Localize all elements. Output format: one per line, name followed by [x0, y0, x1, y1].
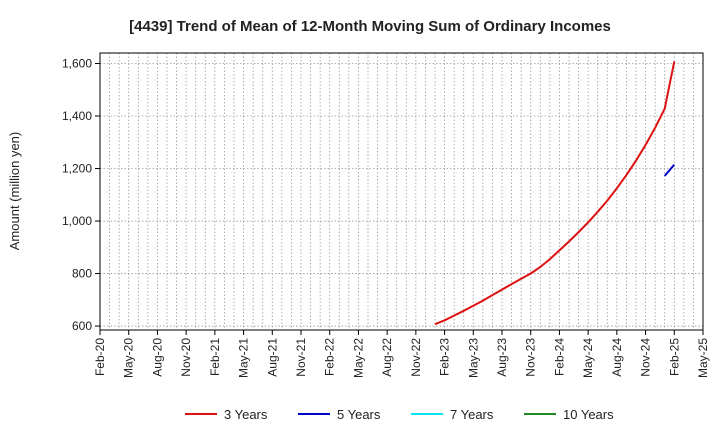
x-tick-label: Feb-25: [667, 338, 681, 376]
y-tick-label: 800: [72, 267, 92, 281]
y-tick-label: 1,000: [62, 214, 92, 228]
legend-label: 10 Years: [563, 407, 614, 422]
x-tick-label: Nov-21: [294, 338, 308, 377]
x-tick-label: Nov-20: [179, 338, 193, 377]
y-axis-label: Amount (million yen): [7, 132, 22, 251]
x-tick-label: Nov-24: [639, 338, 653, 377]
x-tick-label: May-20: [122, 338, 136, 378]
series-layer: [434, 61, 676, 326]
series-line-1: [663, 163, 676, 177]
legend-label: 7 Years: [450, 407, 494, 422]
y-tick-labels: 600 800 1,000 1,200 1,400 1,600: [62, 57, 100, 333]
x-tick-label: May-21: [237, 338, 251, 378]
series-line-0: [434, 61, 676, 326]
legend: 3 Years 5 Years 7 Years 10 Years: [185, 407, 614, 422]
y-tick-label: 1,200: [62, 162, 92, 176]
x-tick-label: Feb-24: [552, 338, 566, 376]
x-tick-label: May-22: [351, 338, 365, 378]
x-tick-label: May-25: [696, 338, 710, 378]
x-tick-labels: Feb-20 May-20 Aug-20 Nov-20 Feb-21 May-21 Aug-…: [93, 330, 710, 378]
x-tick-label: May-23: [466, 338, 480, 378]
x-tick-label: Feb-22: [323, 338, 337, 376]
x-tick-label: Feb-20: [93, 338, 107, 376]
x-tick-label: Aug-22: [380, 338, 394, 377]
y-tick-label: 1,400: [62, 109, 92, 123]
x-tick-label: Feb-21: [208, 338, 222, 376]
chart-title: [4439] Trend of Mean of 12-Month Moving …: [129, 18, 611, 35]
plot-frame: [99, 52, 704, 331]
x-tick-label: Feb-23: [438, 338, 452, 376]
legend-label: 5 Years: [337, 407, 381, 422]
x-tick-label: Aug-23: [495, 338, 509, 377]
x-tick-label: Aug-20: [150, 338, 164, 377]
x-tick-label: Aug-24: [610, 338, 624, 377]
x-tick-label: Aug-21: [265, 338, 279, 377]
y-tick-label: 1,600: [62, 57, 92, 71]
grid: [99, 53, 704, 330]
y-tick-label: 600: [72, 319, 92, 333]
x-tick-label: Nov-22: [409, 338, 423, 377]
x-tick-label: Nov-23: [524, 338, 538, 377]
legend-label: 3 Years: [224, 407, 268, 422]
x-tick-label: May-24: [581, 338, 595, 378]
